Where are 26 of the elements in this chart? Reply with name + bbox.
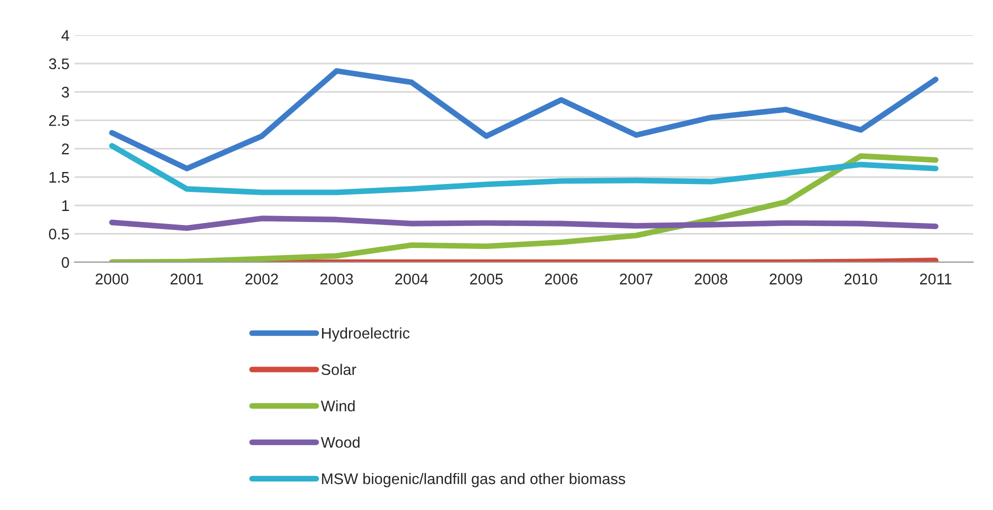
legend-label: MSW biogenic/landfill gas and other biomass [322,472,626,488]
y-tick-label: 1 [62,200,69,211]
y-tick-label: 2 [62,144,69,154]
x-tick-label: 2011 [920,274,952,284]
x-tick-label: 2008 [694,274,728,284]
x-tick-label: 2002 [245,274,278,284]
x-tick-label: 2004 [395,274,428,284]
x-tick-label: 2009 [770,274,802,284]
y-tick-label: 0 [62,257,70,268]
y-tick-label: 2.5 [49,115,69,126]
x-tick-label: 2010 [844,274,878,284]
x-tick-label: 2007 [620,274,652,284]
x-tick-label: 2001 [170,274,204,284]
y-tick-label: 1.5 [50,172,69,183]
x-tick-label: 2003 [320,274,353,284]
y-tick-label: 3.5 [48,58,69,70]
legend-label: Solar [322,364,356,376]
legend-label: Hydroelectric [322,327,410,342]
y-tick-label: 0.5 [48,228,69,240]
x-tick-label: 2005 [470,274,503,284]
legend-label: Wood [320,436,360,448]
x-tick-label: 2000 [96,274,128,284]
legend-label: Wind [320,400,355,412]
y-tick-label: 4 [61,30,70,41]
x-tick-label: 2006 [545,274,578,284]
y-tick-label: 3 [62,86,69,98]
